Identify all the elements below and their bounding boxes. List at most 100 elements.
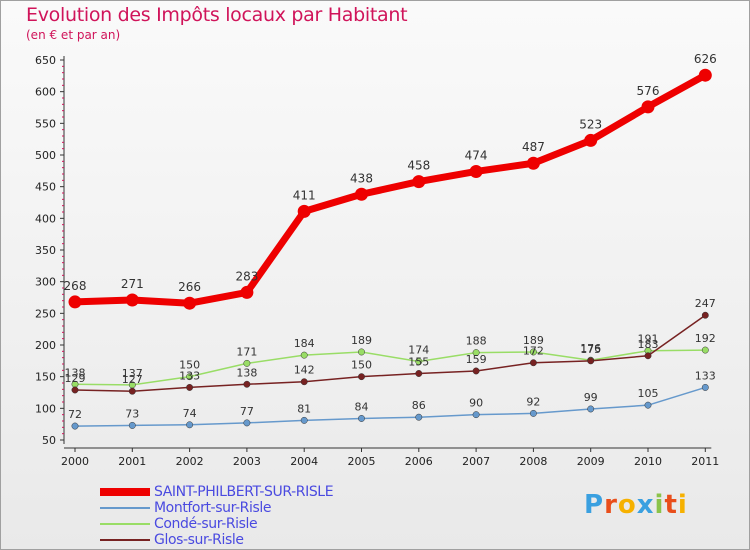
logo-letter: o: [617, 490, 637, 520]
data-label: 189: [523, 334, 544, 347]
logo-letter: x: [636, 490, 655, 520]
data-point: [243, 359, 251, 367]
legend-item: Glos-sur-Risle: [100, 532, 333, 548]
data-point: [584, 133, 598, 147]
data-point: [186, 421, 194, 429]
data-label: 159: [466, 353, 487, 366]
series-montfort-sur-risle: [71, 383, 709, 430]
data-label: 183: [638, 338, 659, 351]
data-labels-layer: 72 73 74 77 81 84 86 90 92 99 105 133 138 137 150 171 18…: [64, 52, 717, 421]
legend-swatch: [100, 523, 150, 525]
data-point: [698, 68, 712, 82]
y-tick-label: 300: [35, 276, 56, 289]
data-label: 72: [68, 408, 82, 421]
data-label: 150: [179, 359, 200, 372]
data-point: [526, 156, 540, 170]
data-label: 99: [584, 391, 598, 404]
y-tick-label: 600: [35, 86, 56, 99]
legend-item: Condé-sur-Risle: [100, 516, 333, 532]
data-point: [68, 295, 82, 309]
y-tick-label: 500: [35, 149, 56, 162]
x-tick-label: 2006: [405, 455, 433, 468]
data-point: [701, 311, 709, 319]
data-label: 86: [412, 399, 426, 412]
data-point: [355, 187, 368, 201]
data-point: [415, 413, 423, 421]
data-label: 487: [522, 140, 545, 154]
data-label: 247: [695, 297, 716, 310]
y-tick-label: 450: [35, 181, 56, 194]
data-label: 283: [235, 269, 258, 283]
series-line: [74, 72, 707, 307]
legend-swatch: [100, 488, 150, 496]
logo-letter: i: [677, 490, 688, 520]
data-label: 172: [523, 345, 544, 358]
logo-letter: r: [604, 490, 618, 520]
legend-label: Condé-sur-Risle: [154, 516, 258, 532]
series-line: [74, 314, 706, 392]
logo-letter: i: [654, 490, 665, 520]
data-label: 188: [466, 335, 487, 348]
logo-letter: P: [584, 490, 605, 520]
data-point: [644, 401, 652, 409]
legend-swatch: [100, 507, 150, 509]
chart-title: Evolution des Impôts locaux par Habitant: [26, 4, 408, 26]
data-label: 191: [638, 333, 659, 346]
data-label: 77: [240, 405, 254, 418]
x-tick-label: 2011: [691, 455, 719, 468]
data-label: 189: [351, 334, 372, 347]
data-point: [415, 358, 423, 365]
data-label: 129: [65, 372, 86, 385]
data-point: [472, 367, 480, 375]
data-point: [529, 409, 537, 417]
data-label: 626: [694, 52, 717, 66]
x-tick-label: 2009: [577, 455, 605, 468]
x-tick-label: 2001: [118, 455, 146, 468]
data-point: [701, 346, 709, 354]
chart-subtitle: (en € et par an): [26, 28, 121, 42]
x-tick-label: 2008: [519, 455, 547, 468]
data-label: 92: [526, 395, 540, 408]
y-tick-label: 150: [35, 371, 56, 384]
data-point: [128, 387, 136, 395]
data-label: 474: [465, 148, 488, 162]
x-tick-label: 2004: [290, 455, 318, 468]
data-point: [472, 349, 480, 357]
data-point: [243, 380, 251, 388]
data-label: 268: [64, 279, 87, 293]
data-point: [186, 383, 194, 391]
data-label: 74: [183, 407, 197, 420]
data-point: [412, 175, 426, 189]
data-point: [186, 373, 194, 381]
data-point: [472, 411, 480, 419]
legend-label: SAINT-PHILBERT-SUR-RISLE: [154, 484, 334, 500]
y-tick-label: 50: [42, 434, 56, 447]
data-label: 192: [695, 332, 716, 345]
legend-item: Montfort-sur-Risle: [100, 500, 333, 516]
x-tick-label: 2007: [462, 455, 490, 468]
data-point: [358, 373, 365, 381]
data-point: [587, 357, 595, 365]
data-label: 142: [294, 364, 315, 377]
data-point: [701, 383, 709, 391]
data-label: 155: [408, 356, 429, 369]
data-label: 150: [351, 359, 372, 372]
y-tick-label: 550: [35, 117, 56, 130]
chart-axes: 50 100 150 200 250 300 350 400 450 500 550 600 650 20…: [35, 54, 719, 468]
series-glos-sur-risle: [71, 311, 709, 395]
series-line: [74, 349, 706, 386]
data-point: [529, 348, 537, 356]
y-tick-label: 100: [35, 402, 56, 415]
data-label: 138: [65, 366, 86, 379]
data-label: 176: [580, 342, 601, 355]
data-label: 73: [125, 407, 139, 420]
data-label: 174: [408, 343, 429, 356]
data-label: 523: [579, 117, 602, 131]
data-point: [240, 285, 254, 299]
legend-label: Montfort-sur-Risle: [154, 500, 272, 516]
data-label: 576: [637, 84, 660, 98]
data-point: [183, 296, 197, 310]
legend: SAINT-PHILBERT-SUR-RISLE Montfort-sur-Ris…: [100, 484, 334, 548]
y-tick-label: 400: [35, 212, 56, 225]
series-cond-sur-risle: [71, 346, 709, 389]
